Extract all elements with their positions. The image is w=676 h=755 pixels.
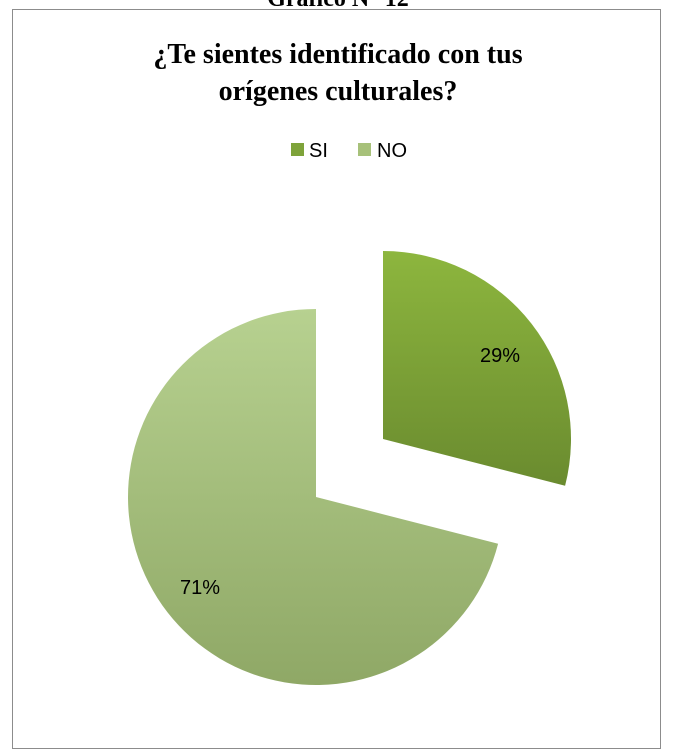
figure-heading: Gráfico N° 12 bbox=[0, 0, 676, 11]
legend-label-no: NO bbox=[377, 140, 407, 162]
chart-title-line-2: orígenes culturales? bbox=[219, 76, 458, 107]
legend-swatch-si bbox=[291, 143, 304, 156]
legend-swatch-no bbox=[358, 143, 371, 156]
chart-title-line-1: ¿Te sientes identificado con tus bbox=[153, 39, 522, 70]
data-label-no: 71% bbox=[180, 577, 220, 599]
pie-slice-si bbox=[383, 251, 571, 486]
pie-slice-no bbox=[128, 309, 499, 685]
legend: SI NO bbox=[291, 140, 407, 162]
data-label-si: 29% bbox=[480, 345, 520, 367]
legend-label-si: SI bbox=[309, 140, 328, 162]
